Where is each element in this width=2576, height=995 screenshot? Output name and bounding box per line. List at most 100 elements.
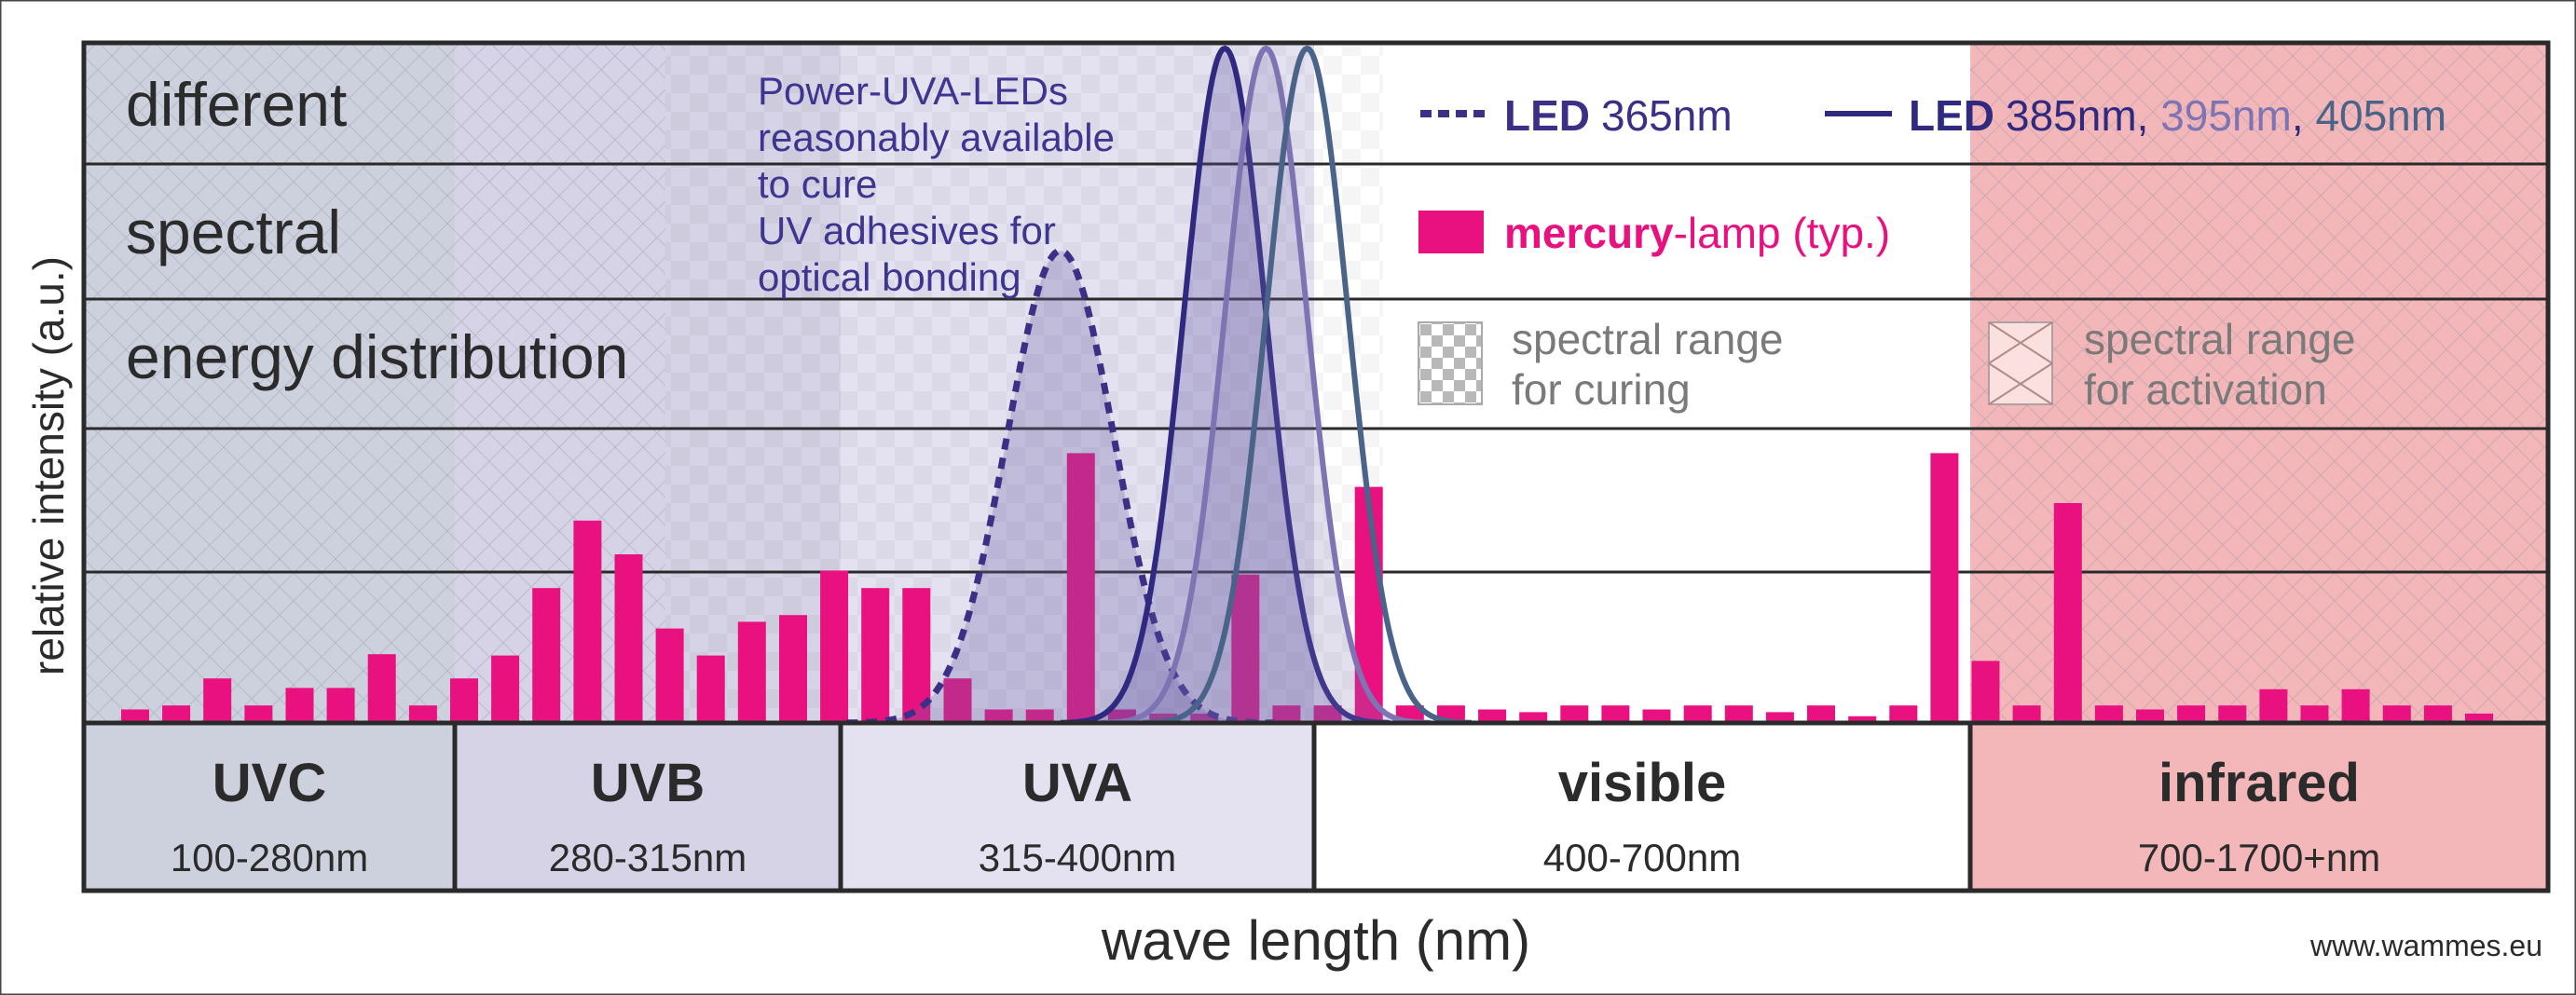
band-box xyxy=(81,720,458,893)
legend-curing-line: for curing xyxy=(1512,365,1691,414)
legend-led-multi-prefix: LED xyxy=(1909,91,1994,140)
band-range: 400-700nm xyxy=(1543,836,1741,879)
band-range: 100-280nm xyxy=(171,836,368,879)
legend-led365-label: LED 365nm xyxy=(1504,91,1733,140)
legend-sep: , xyxy=(2137,91,2161,140)
legend-led385: 385nm xyxy=(2006,91,2137,140)
legend-activation-hatch xyxy=(1988,321,2053,405)
mercury-bar xyxy=(820,570,849,723)
mercury-bar xyxy=(984,709,1013,723)
mercury-bar xyxy=(532,588,561,723)
mercury-bar xyxy=(1601,705,1630,723)
led-curve xyxy=(1060,45,1390,726)
mercury-bar xyxy=(779,615,807,723)
mercury-bar xyxy=(121,709,149,723)
mercury-bar xyxy=(1930,453,1959,723)
legend-led405: 405nm xyxy=(2315,91,2446,140)
band-range: 700-1700+nm xyxy=(2138,836,2380,879)
mercury-bar xyxy=(326,688,355,723)
mercury-bar xyxy=(1683,705,1712,723)
legend-activation-line: spectral range xyxy=(2084,315,2356,363)
led-curves xyxy=(846,45,1473,727)
legend-led395: 395nm xyxy=(2160,91,2292,140)
mercury-bar xyxy=(1478,709,1507,723)
legend-led365-prefix: LED xyxy=(1504,91,1590,140)
mercury-bar xyxy=(450,678,478,723)
mercury-bar xyxy=(1807,705,1835,723)
activation-range-hatch xyxy=(84,43,665,723)
mercury-bars xyxy=(121,453,2493,723)
mercury-bar xyxy=(244,705,273,723)
band-box xyxy=(452,720,843,893)
row-text-spectral: spectral xyxy=(126,198,341,266)
legend-activation-line: for activation xyxy=(2084,365,2327,414)
mercury-bar xyxy=(2382,705,2411,723)
mercury-bar xyxy=(1149,713,1178,723)
curing-range-checker xyxy=(665,43,1383,723)
mercury-bar xyxy=(861,588,890,723)
mercury-bar xyxy=(2423,705,2452,723)
mercury-bar xyxy=(1642,709,1671,723)
mercury-bar xyxy=(2300,705,2329,723)
row-text-energy: energy distribution xyxy=(126,322,628,391)
band-name: infrared xyxy=(2158,753,2360,813)
mercury-bar xyxy=(203,678,232,723)
legend-led-multi-label: LED 385nm, 395nm, 405nm xyxy=(1909,91,2446,140)
led-annotation: Power-UVA-LEDs reasonably available to c… xyxy=(758,69,1115,299)
mercury-bar xyxy=(614,554,643,723)
mercury-bar xyxy=(2053,503,2082,723)
x-axis-label: wave length (nm) xyxy=(1101,909,1530,972)
mercury-bar xyxy=(655,628,684,723)
band-name: UVC xyxy=(212,753,326,813)
mercury-bar xyxy=(2094,705,2123,723)
band-name: visible xyxy=(1558,753,1727,813)
mercury-bar xyxy=(285,688,314,723)
mercury-bar xyxy=(2465,713,2493,723)
band-box xyxy=(1967,720,2551,893)
legend-mercury-label: mercury-lamp (typ.) xyxy=(1504,209,1890,257)
mercury-bar xyxy=(1272,705,1301,723)
band-name: UVB xyxy=(591,753,705,813)
annotation-line: optical bonding xyxy=(758,255,1021,299)
mercury-bar xyxy=(408,705,437,723)
mercury-bar xyxy=(367,654,396,723)
mercury-bar xyxy=(2177,705,2206,723)
legend-curing-line: spectral range xyxy=(1512,315,1784,363)
mercury-bar xyxy=(2218,705,2247,723)
mercury-bar xyxy=(943,678,972,723)
mercury-bar xyxy=(2259,688,2288,723)
band-range: 315-400nm xyxy=(979,836,1176,879)
grid-lines xyxy=(84,162,2548,574)
source-label: www.wammes.eu xyxy=(2309,929,2542,962)
mercury-bar xyxy=(1724,705,1753,723)
legend-mercury-swatch xyxy=(1418,211,1484,253)
mercury-bar xyxy=(696,655,725,723)
mercury-bar xyxy=(1889,705,1918,723)
mercury-bar xyxy=(1190,713,1219,723)
mercury-bar xyxy=(737,621,766,723)
legend-activation-swatch xyxy=(1988,321,2053,405)
mercury-bar xyxy=(573,520,602,723)
band-box xyxy=(1311,720,1973,893)
led-curve-fill xyxy=(846,251,1275,723)
mercury-bar xyxy=(1231,574,1260,723)
legend-mercury-bold: mercury xyxy=(1504,209,1674,257)
mercury-bar xyxy=(1971,661,2000,723)
annotation-line: Power-UVA-LEDs xyxy=(758,69,1068,113)
legend-sep: , xyxy=(2292,91,2316,140)
row-text-different: different xyxy=(126,70,347,139)
mercury-bar xyxy=(1519,712,1548,723)
mercury-bar xyxy=(1765,712,1794,723)
mercury-bar xyxy=(2012,705,2041,723)
band-boxes: UVC 100-280nm UVB 280-315nm UVA 315-400nm visi… xyxy=(81,720,2551,893)
mercury-bar xyxy=(1354,486,1383,723)
led-curve-fill xyxy=(1060,48,1390,723)
mercury-bar xyxy=(2341,688,2370,723)
mercury-bar xyxy=(1025,709,1054,723)
band-range: 280-315nm xyxy=(549,836,747,879)
annotation-line: reasonably available xyxy=(758,116,1115,159)
mercury-bar xyxy=(1313,705,1342,723)
mercury-bar xyxy=(162,705,191,723)
mercury-bar xyxy=(2136,709,2164,723)
